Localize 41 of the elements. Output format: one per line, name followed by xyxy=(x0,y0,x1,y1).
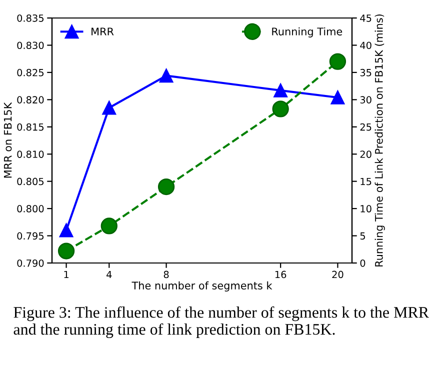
y2-tick-label: 25 xyxy=(360,123,372,131)
point xyxy=(159,68,174,83)
x-tick-label: 16 xyxy=(275,270,286,278)
x-tick-label: 1 xyxy=(64,270,68,278)
x-axis-title: The number of segments k xyxy=(132,281,272,292)
y-tick-label: 0.800 xyxy=(17,205,44,212)
point xyxy=(330,90,345,104)
y-axis-title: MRR on FB15K xyxy=(4,102,12,178)
point xyxy=(329,53,346,70)
caption: Figure 3: The influence of the number of segments k to the MRR and the running time of link prediction on FB15K. xyxy=(14,306,430,338)
point xyxy=(272,100,289,118)
point xyxy=(59,223,74,238)
point xyxy=(274,83,288,98)
y2-tick-label: 5 xyxy=(360,232,365,240)
y-tick-label: 0.795 xyxy=(17,232,44,240)
x-tick-label: 20 xyxy=(332,270,344,278)
y2-tick-label: 0 xyxy=(360,259,366,267)
y-tick-label: 0.805 xyxy=(17,178,44,186)
legend-label: Running Time xyxy=(272,27,342,38)
x-tick-label: 8 xyxy=(164,270,169,278)
point xyxy=(100,218,118,234)
x-tick-label: 4 xyxy=(106,270,112,278)
y2-tick-label: 15 xyxy=(360,178,372,186)
y2-tick-label: 20 xyxy=(360,150,372,158)
y2-tick-label: 40 xyxy=(360,42,372,50)
y-tick-label: 0.835 xyxy=(17,14,44,22)
y-tick-label: 0.815 xyxy=(17,123,44,131)
y-tick-label: 0.790 xyxy=(17,259,44,267)
y-tick-label: 0.830 xyxy=(17,42,44,50)
y-tick-label: 0.810 xyxy=(17,150,44,158)
y2-tick-label: 45 xyxy=(360,14,372,22)
point xyxy=(58,242,75,260)
point xyxy=(102,100,116,115)
y2-axis-title: Running Time of Link Prediction on FB15K (mins) xyxy=(374,14,385,266)
y-tick-label: 0.820 xyxy=(17,96,44,104)
point xyxy=(158,178,175,196)
y2-tick-label: 10 xyxy=(360,205,372,212)
y2-tick-label: 30 xyxy=(360,96,372,104)
y-tick-label: 0.825 xyxy=(17,68,44,76)
y2-tick-label: 35 xyxy=(360,68,372,76)
legend-label: MRR xyxy=(92,28,114,36)
